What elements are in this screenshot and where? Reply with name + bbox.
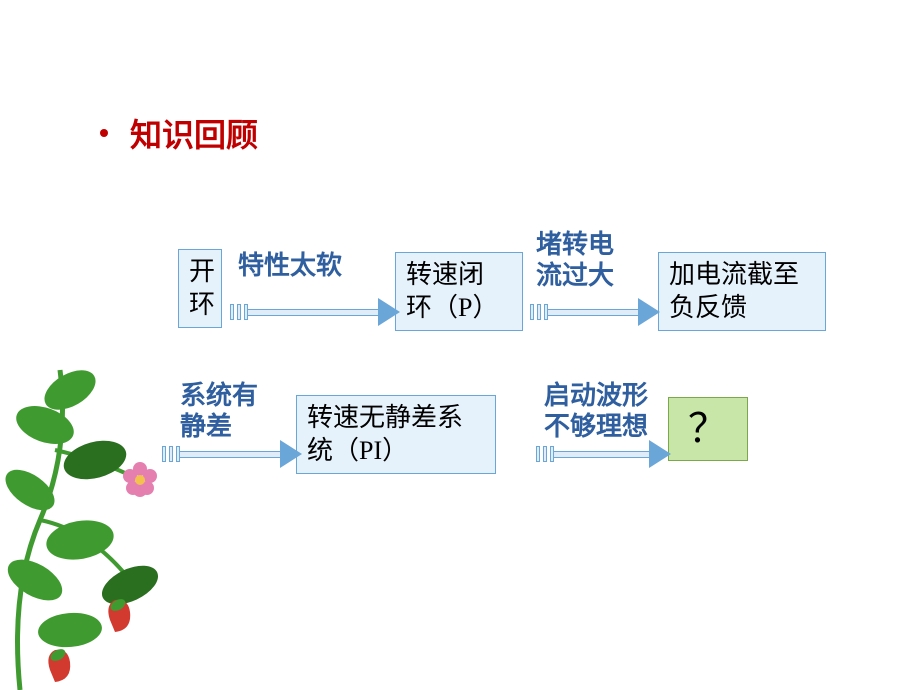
box-label: 加电流截至负反馈 <box>669 259 799 324</box>
box-label: 开环 <box>189 256 215 321</box>
label-stall-current: 堵转电流过大 <box>536 229 614 291</box>
box-open-loop: 开环 <box>178 249 222 328</box>
title-bullet <box>100 129 108 137</box>
label-too-soft: 特性太软 <box>238 250 342 281</box>
box-label: 转速闭环（P） <box>406 259 498 324</box>
box-label: 转速无静差系统（PI） <box>307 402 463 467</box>
plant-decoration-icon <box>0 330 210 690</box>
box-speed-pi: 转速无静差系统（PI） <box>296 395 496 474</box>
box-question: ？ <box>668 397 748 461</box>
arrow-1 <box>230 298 400 326</box>
label-start-waveform: 启动波形不够理想 <box>544 380 648 442</box>
box-current-cutoff: 加电流截至负反馈 <box>658 252 826 331</box>
box-speed-closed-p: 转速闭环（P） <box>395 252 523 331</box>
title-text: 知识回顾 <box>130 110 258 156</box>
box-label: ？ <box>688 404 728 454</box>
title-row: 知识回顾 <box>100 110 258 156</box>
arrow-4 <box>536 440 671 468</box>
arrow-2 <box>530 298 660 326</box>
